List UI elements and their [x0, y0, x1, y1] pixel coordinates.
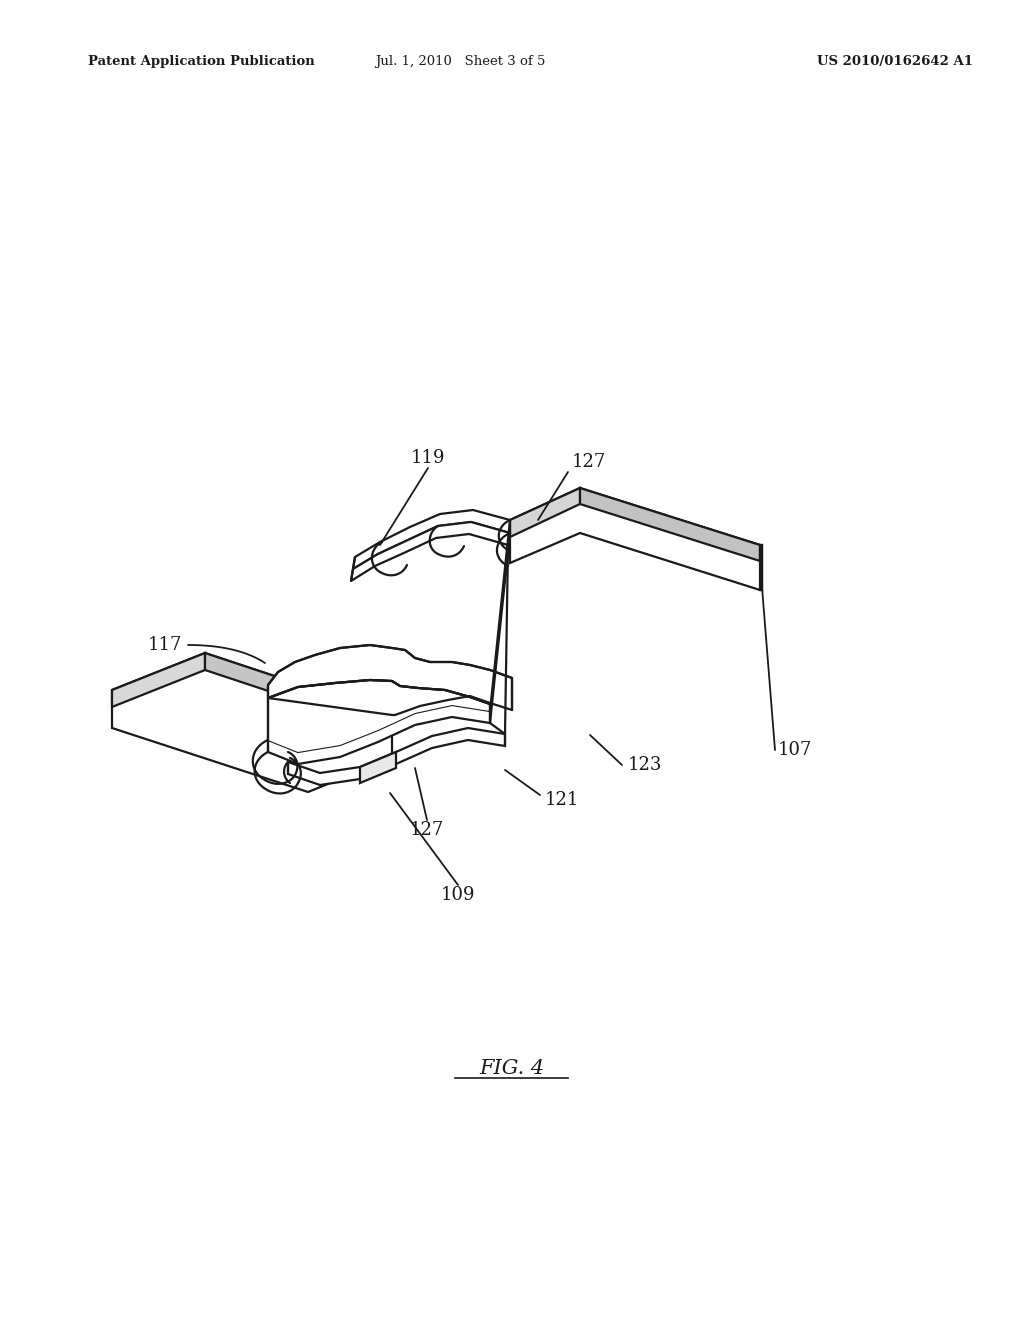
Text: 119: 119	[411, 449, 445, 467]
Polygon shape	[112, 653, 392, 792]
Text: Jul. 1, 2010   Sheet 3 of 5: Jul. 1, 2010 Sheet 3 of 5	[375, 55, 545, 69]
Polygon shape	[760, 545, 762, 590]
Text: FIG. 4: FIG. 4	[479, 1059, 545, 1077]
Text: 127: 127	[410, 821, 444, 840]
Text: 121: 121	[545, 791, 580, 809]
Text: 117: 117	[148, 636, 182, 653]
Polygon shape	[205, 653, 392, 733]
Polygon shape	[268, 680, 490, 752]
Text: 123: 123	[628, 756, 663, 774]
Polygon shape	[510, 488, 580, 537]
Polygon shape	[268, 705, 490, 764]
Polygon shape	[268, 645, 512, 710]
Polygon shape	[580, 488, 760, 561]
Polygon shape	[510, 488, 762, 590]
Polygon shape	[288, 729, 505, 785]
Polygon shape	[351, 521, 510, 581]
Polygon shape	[112, 653, 205, 708]
Text: Patent Application Publication: Patent Application Publication	[88, 55, 314, 69]
Text: 127: 127	[572, 453, 606, 471]
Text: 109: 109	[440, 886, 475, 904]
Text: 107: 107	[778, 741, 812, 759]
Polygon shape	[353, 510, 510, 569]
Text: US 2010/0162642 A1: US 2010/0162642 A1	[817, 55, 973, 69]
Polygon shape	[360, 752, 396, 783]
